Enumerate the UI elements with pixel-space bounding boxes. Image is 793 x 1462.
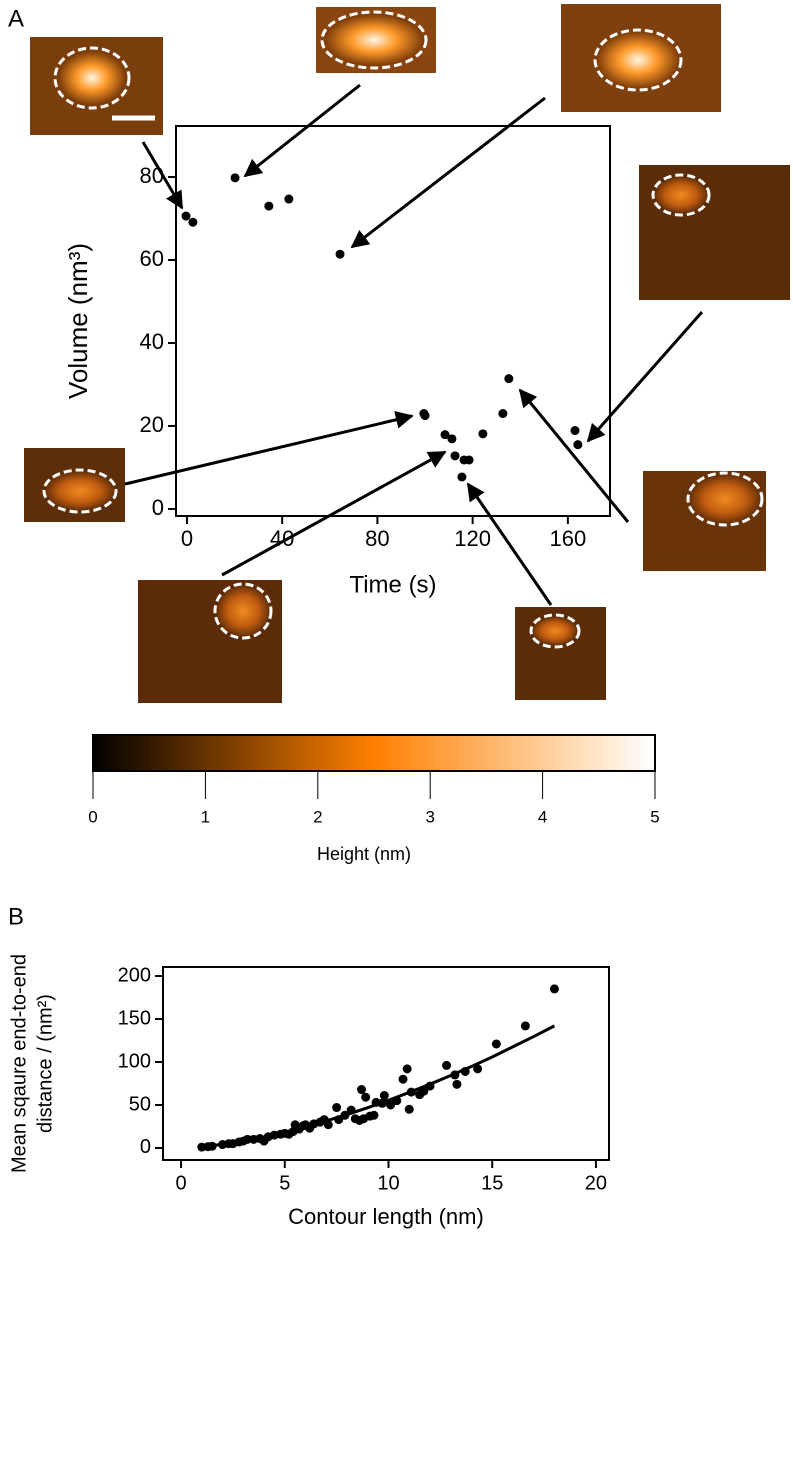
afm-blob: [324, 14, 424, 66]
data-point: [498, 409, 508, 419]
colorbar: [92, 734, 656, 772]
arrow: [124, 410, 414, 486]
plot-frame: [175, 125, 611, 517]
data-point: [491, 1039, 501, 1049]
data-point: [361, 1092, 371, 1102]
x-axis-label: Time (s): [349, 571, 436, 598]
data-point: [230, 173, 240, 183]
arrow: [518, 388, 630, 523]
afm-blob: [46, 472, 114, 510]
data-point: [284, 194, 294, 204]
data-point: [420, 411, 430, 421]
data-point: [440, 430, 450, 440]
afm-blob: [655, 177, 707, 213]
y-axis-label: Volume (nm³): [63, 243, 93, 399]
x-tick-label: 160: [550, 526, 587, 551]
colorbar-tick-label: 4: [538, 807, 547, 826]
panel-label: A: [8, 5, 24, 32]
y-tick-label: 40: [140, 329, 164, 354]
afm-images: [24, 4, 790, 703]
colorbar-tick-label: 2: [313, 807, 322, 826]
y-axis-label: Mean sqaure end-to-end: [8, 954, 30, 1173]
data-point: [332, 1103, 342, 1113]
data-point: [447, 434, 457, 444]
y-tick-label: 100: [118, 1050, 151, 1072]
x-tick-label: 5: [279, 1172, 290, 1194]
fit-line: [201, 1024, 556, 1149]
data-point: [457, 472, 467, 482]
data-point: [570, 426, 580, 436]
afm-blob: [596, 31, 680, 89]
dashed-ellipse: [529, 613, 581, 649]
colorbar-tick-label: 0: [88, 807, 97, 826]
data-point: [504, 374, 514, 384]
y-tick-label: 50: [129, 1093, 151, 1115]
x-axis-label: Contour length (nm): [288, 1204, 484, 1229]
x-tick-label: 0: [181, 526, 193, 551]
arrow: [221, 450, 447, 577]
colorbar-tick-label: 3: [425, 807, 434, 826]
arrows: [124, 83, 704, 606]
afm-blob: [533, 617, 577, 645]
data-point: [549, 984, 559, 994]
data-point: [398, 1074, 408, 1084]
x-tick-label: 10: [377, 1172, 399, 1194]
arrow: [586, 311, 704, 443]
dashed-ellipse: [320, 10, 428, 70]
arrow: [350, 96, 546, 249]
data-point: [450, 451, 460, 461]
y-tick-label: 0: [152, 495, 164, 520]
dashed-ellipse: [651, 173, 711, 217]
afm-blob: [58, 51, 126, 105]
data-point: [464, 455, 474, 465]
y-tick-label: 80: [140, 163, 164, 188]
x-tick-label: 120: [454, 526, 491, 551]
plot-frame: [162, 966, 610, 1161]
data-point: [520, 1021, 530, 1031]
data-point: [379, 1091, 389, 1101]
data-point: [402, 1064, 412, 1074]
data-point: [188, 217, 198, 227]
afm-blob: [217, 586, 269, 636]
y-tick-label: 200: [118, 964, 151, 986]
y-tick-label: 150: [118, 1007, 151, 1029]
dashed-ellipse: [686, 471, 764, 527]
data-point: [181, 211, 191, 221]
data-point: [478, 429, 488, 439]
data-point: [573, 440, 583, 450]
afm-blob: [690, 475, 760, 523]
data-point: [404, 1104, 414, 1114]
data-point: [442, 1060, 452, 1070]
y-tick-label: 60: [140, 246, 164, 271]
data-point: [369, 1110, 379, 1120]
dashed-ellipse: [593, 28, 683, 92]
dashed-ellipse: [53, 46, 131, 110]
data-point: [264, 201, 274, 211]
x-tick-label: 20: [585, 1172, 607, 1194]
arrow: [243, 83, 361, 178]
data-point: [452, 1079, 462, 1089]
dashed-ellipse: [42, 468, 118, 514]
colorbar-tick-label: 5: [650, 807, 659, 826]
x-tick-label: 0: [175, 1172, 186, 1194]
data-point: [357, 1085, 367, 1095]
y-axis-label: distance / (nm²): [34, 994, 56, 1133]
data-point: [335, 249, 345, 259]
x-tick-label: 40: [270, 526, 294, 551]
colorbar-label: Height (nm): [317, 844, 411, 864]
colorbar-tick-label: 1: [201, 807, 210, 826]
dashed-ellipse: [213, 582, 273, 640]
y-tick-label: 0: [140, 1136, 151, 1158]
x-tick-label: 80: [365, 526, 389, 551]
arrow: [466, 482, 553, 606]
panel-label: B: [8, 903, 24, 930]
data-point: [473, 1064, 483, 1074]
y-tick-label: 20: [140, 412, 164, 437]
x-tick-label: 15: [481, 1172, 503, 1194]
